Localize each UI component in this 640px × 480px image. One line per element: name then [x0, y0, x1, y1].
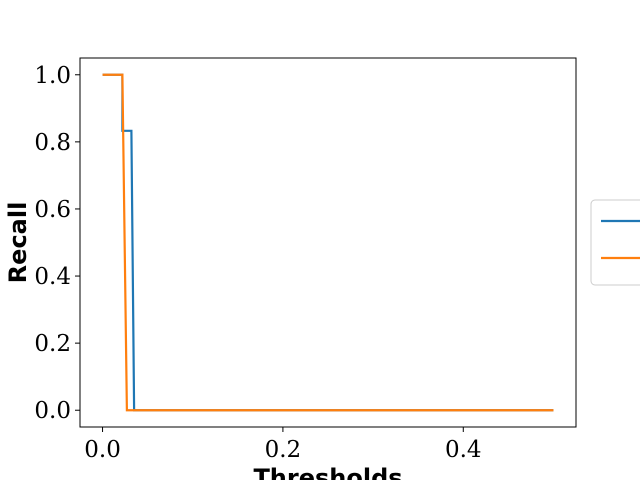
x-tick-label: 0.4: [445, 437, 482, 463]
plot-frame: [79, 57, 577, 428]
x-tick-label: 0.0: [84, 437, 121, 463]
y-tick-label: 0.8: [34, 130, 71, 156]
series-line-1: [102, 73, 554, 412]
y-tick-label: 0.0: [34, 398, 71, 424]
series-lines-layer: [102, 73, 554, 412]
legend-frame: [590, 199, 640, 286]
x-tick-label: 0.2: [265, 437, 302, 463]
y-axis-title: Recall: [4, 202, 32, 284]
axes-layer: 0.0 0.2 0.4 0.0 0.2 0.4 0.6 0.8 1.0: [34, 63, 481, 463]
y-tick-label: 0.4: [34, 264, 71, 290]
y-tick-label: 0.2: [34, 331, 71, 357]
legend: [590, 199, 640, 286]
series-line-2: [102, 73, 554, 412]
y-tick-label: 0.6: [34, 197, 71, 223]
x-axis-title: Thresholds: [253, 464, 402, 480]
y-tick-label: 1.0: [34, 63, 71, 89]
